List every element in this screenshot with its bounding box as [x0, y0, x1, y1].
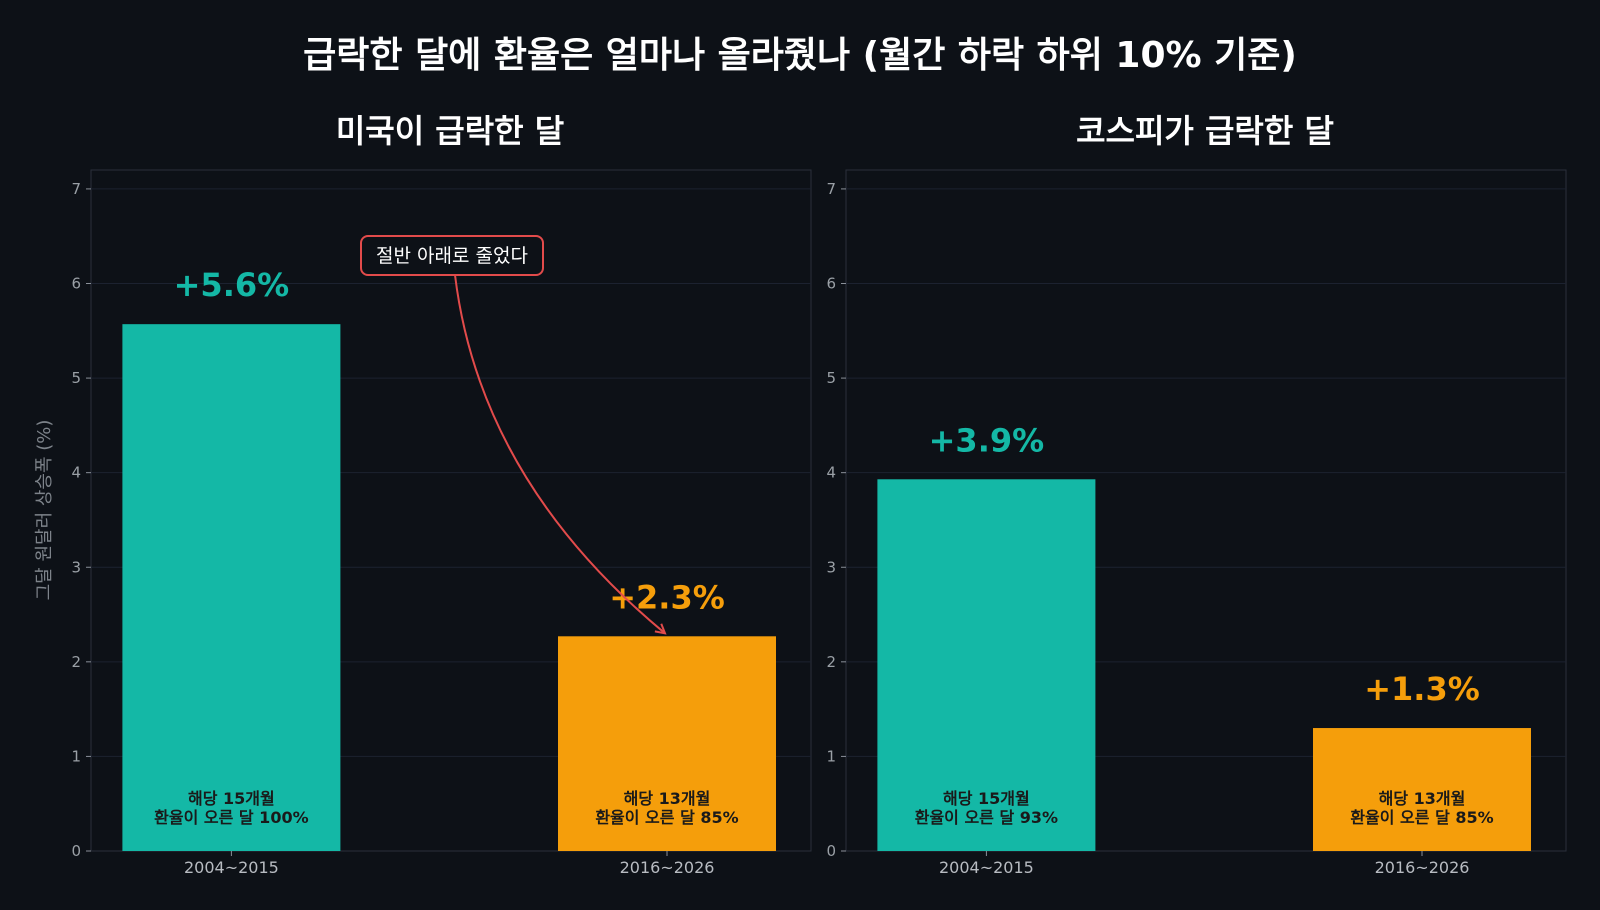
x-tick-label: 2004~2015: [184, 858, 279, 877]
data-label: +2.3%: [609, 578, 725, 616]
bar: [877, 479, 1096, 851]
panel-title-us: 미국이 급락한 달: [335, 112, 565, 150]
bar-inner-label: 해당 13개월: [1379, 789, 1466, 808]
y-tick-label: 3: [826, 558, 836, 576]
y-tick-label: 2: [71, 653, 81, 671]
data-label: +3.9%: [929, 421, 1045, 459]
y-tick-label: 5: [826, 369, 836, 387]
y-tick-label: 4: [71, 464, 81, 482]
y-tick-label: 0: [71, 842, 81, 860]
x-tick-label: 2004~2015: [939, 858, 1034, 877]
panel-title-kospi: 코스피가 급락한 달: [1076, 112, 1334, 150]
plot-frame: [90, 169, 812, 852]
y-tick-label: 4: [826, 464, 836, 482]
chart-title: 급락한 달에 환율은 얼마나 올라줬나 (월간 하락 하위 10% 기준): [303, 35, 1297, 76]
bar: [1313, 728, 1531, 851]
y-tick-label: 6: [71, 275, 81, 293]
bar-inner-label: 환율이 오른 달 93%: [915, 808, 1058, 827]
y-tick-label: 7: [826, 180, 836, 198]
bar-inner-label: 해당 15개월: [188, 789, 275, 808]
plot-frame: [845, 169, 1567, 852]
x-tick-label: 2016~2026: [620, 858, 715, 877]
data-label: +1.3%: [1364, 670, 1480, 708]
annotation-box: [360, 235, 544, 276]
y-tick-label: 6: [826, 275, 836, 293]
bar: [558, 636, 776, 851]
y-axis-label: 그달 원달러 상승폭 (%): [34, 420, 55, 601]
bar-inner-label: 해당 13개월: [624, 789, 711, 808]
y-tick-label: 0: [826, 842, 836, 860]
y-tick-label: 5: [71, 369, 81, 387]
bar-inner-label: 환율이 오른 달 85%: [1350, 808, 1493, 827]
y-tick-label: 1: [826, 747, 836, 765]
annotation-arrow: [454, 274, 665, 633]
y-tick-label: 1: [71, 747, 81, 765]
bar-inner-label: 환율이 오른 달 85%: [595, 808, 738, 827]
x-tick-label: 2016~2026: [1375, 858, 1470, 877]
annotation-text: 절반 아래로 줄었다: [376, 245, 528, 267]
data-label: +5.6%: [174, 266, 290, 304]
bar: [122, 324, 341, 851]
bar-inner-label: 해당 15개월: [943, 789, 1030, 808]
y-tick-label: 7: [71, 180, 81, 198]
y-tick-label: 3: [71, 558, 81, 576]
bar-inner-label: 환율이 오른 달 100%: [154, 808, 308, 827]
y-tick-label: 2: [826, 653, 836, 671]
